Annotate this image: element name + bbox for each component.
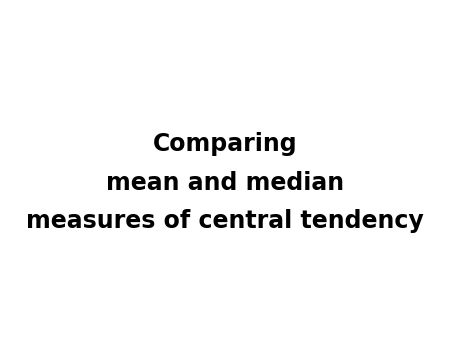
Text: Comparing: Comparing xyxy=(153,131,297,156)
Text: mean and median: mean and median xyxy=(106,170,344,195)
Text: measures of central tendency: measures of central tendency xyxy=(26,209,424,234)
